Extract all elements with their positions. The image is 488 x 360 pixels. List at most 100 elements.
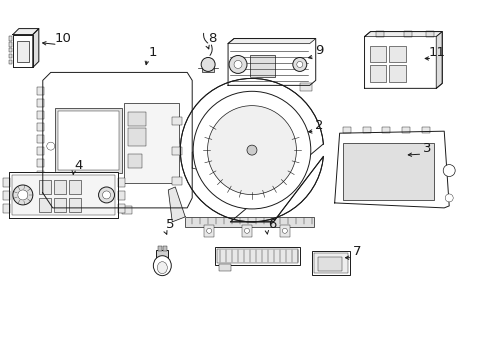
Ellipse shape bbox=[201, 58, 215, 71]
Bar bbox=[68, 180, 81, 194]
Bar bbox=[156, 250, 168, 260]
Bar bbox=[219, 264, 230, 271]
Ellipse shape bbox=[207, 105, 296, 195]
Polygon shape bbox=[364, 32, 441, 37]
Polygon shape bbox=[364, 32, 441, 88]
Bar bbox=[362, 127, 370, 133]
Bar bbox=[317, 257, 341, 271]
Ellipse shape bbox=[282, 228, 287, 233]
Bar bbox=[376, 31, 384, 37]
Ellipse shape bbox=[296, 62, 302, 67]
Bar bbox=[39, 198, 51, 212]
Bar bbox=[128, 128, 146, 146]
Bar bbox=[37, 111, 44, 119]
Bar bbox=[172, 147, 182, 155]
Ellipse shape bbox=[442, 165, 454, 176]
Bar bbox=[369, 45, 386, 62]
Bar bbox=[54, 198, 65, 212]
Text: 6: 6 bbox=[267, 218, 276, 231]
Bar bbox=[279, 225, 289, 237]
Ellipse shape bbox=[444, 194, 452, 202]
Ellipse shape bbox=[18, 190, 28, 200]
Bar bbox=[215, 247, 299, 265]
Text: 11: 11 bbox=[428, 46, 445, 59]
Bar bbox=[202, 62, 214, 72]
Bar bbox=[37, 195, 44, 203]
Text: 4: 4 bbox=[74, 158, 82, 172]
Polygon shape bbox=[435, 32, 441, 88]
Bar bbox=[58, 111, 119, 170]
Bar bbox=[9, 36, 12, 41]
Bar bbox=[87, 206, 98, 214]
Text: 10: 10 bbox=[54, 32, 71, 45]
Bar bbox=[163, 246, 167, 251]
Text: 3: 3 bbox=[422, 141, 430, 155]
Bar bbox=[9, 42, 12, 46]
Bar bbox=[124, 103, 179, 183]
Text: 8: 8 bbox=[207, 32, 216, 45]
Polygon shape bbox=[9, 172, 118, 218]
Ellipse shape bbox=[102, 191, 110, 199]
Bar bbox=[3, 191, 10, 200]
Bar bbox=[39, 180, 51, 194]
Bar bbox=[55, 108, 122, 173]
Text: 1: 1 bbox=[148, 46, 156, 59]
Bar bbox=[58, 206, 67, 214]
Bar bbox=[426, 31, 433, 37]
Polygon shape bbox=[42, 72, 192, 208]
Ellipse shape bbox=[193, 91, 310, 209]
Bar bbox=[233, 84, 244, 91]
Polygon shape bbox=[33, 28, 39, 67]
Ellipse shape bbox=[244, 228, 249, 233]
Bar bbox=[185, 217, 314, 227]
Polygon shape bbox=[334, 131, 448, 208]
Bar bbox=[37, 87, 44, 95]
Bar bbox=[37, 123, 44, 131]
Bar bbox=[342, 127, 350, 133]
Bar bbox=[12, 175, 115, 215]
Bar bbox=[369, 66, 386, 82]
Polygon shape bbox=[13, 35, 33, 67]
Ellipse shape bbox=[99, 187, 114, 203]
Bar bbox=[122, 206, 132, 214]
Bar bbox=[422, 127, 429, 133]
Bar bbox=[37, 171, 44, 179]
Bar bbox=[3, 178, 10, 187]
Bar bbox=[388, 66, 406, 82]
Text: 5: 5 bbox=[166, 218, 174, 231]
Bar bbox=[3, 204, 10, 213]
Bar bbox=[249, 55, 274, 77]
Bar bbox=[217, 249, 297, 263]
Bar bbox=[9, 48, 12, 53]
Bar bbox=[203, 225, 214, 237]
Polygon shape bbox=[227, 39, 315, 85]
Bar bbox=[118, 191, 125, 200]
Bar bbox=[128, 154, 142, 168]
Text: 7: 7 bbox=[353, 245, 361, 258]
Bar bbox=[54, 180, 65, 194]
Bar bbox=[37, 135, 44, 143]
Ellipse shape bbox=[246, 145, 256, 155]
Bar bbox=[37, 183, 44, 191]
Ellipse shape bbox=[153, 256, 171, 276]
Polygon shape bbox=[227, 39, 315, 44]
Polygon shape bbox=[192, 150, 200, 170]
Ellipse shape bbox=[206, 228, 211, 233]
Bar bbox=[9, 60, 12, 64]
Bar bbox=[242, 225, 251, 237]
Bar bbox=[172, 177, 182, 185]
Ellipse shape bbox=[47, 142, 55, 150]
Bar bbox=[37, 99, 44, 107]
Ellipse shape bbox=[228, 55, 246, 73]
Ellipse shape bbox=[234, 60, 242, 68]
Bar bbox=[313, 253, 347, 273]
Bar bbox=[37, 159, 44, 167]
Bar bbox=[17, 41, 29, 62]
Bar bbox=[9, 54, 12, 58]
Bar bbox=[342, 143, 433, 200]
Ellipse shape bbox=[157, 262, 167, 274]
Text: 2: 2 bbox=[315, 119, 323, 132]
Bar bbox=[158, 246, 162, 251]
Bar bbox=[68, 198, 81, 212]
Polygon shape bbox=[13, 28, 39, 35]
